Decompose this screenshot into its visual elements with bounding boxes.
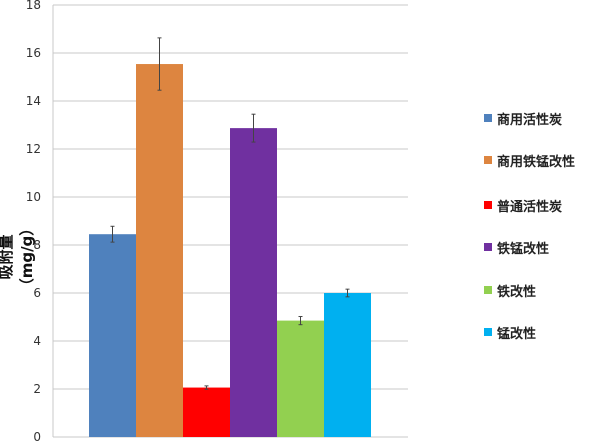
legend-swatch: [484, 156, 492, 164]
legend-label: 商用铁锰改性: [497, 154, 576, 170]
legend-swatch: [484, 286, 492, 294]
legend-item: 普通活性炭: [484, 197, 563, 215]
legend-swatch: [484, 328, 492, 336]
y-tick-label: 14: [26, 94, 41, 108]
y-tick-label: 6: [33, 286, 41, 300]
bar-2: [136, 64, 183, 437]
legend-item: 铁锰改性: [484, 239, 550, 257]
legend-item: 铁改性: [484, 282, 537, 300]
y-tick-label: 0: [33, 430, 41, 442]
bar-4: [230, 128, 277, 437]
y-tick-label: 10: [26, 190, 41, 204]
bar-3: [183, 387, 230, 437]
y-axis-label: 吸附量（mg/g）: [0, 220, 36, 294]
legend-item: 锰改性: [484, 324, 537, 342]
legend-swatch: [484, 201, 492, 209]
y-tick-label: 16: [26, 46, 41, 60]
y-tick-label: 18: [26, 0, 41, 12]
legend-label: 铁改性: [497, 284, 537, 300]
legend-swatch: [484, 243, 492, 251]
legend-label: 锰改性: [497, 326, 537, 342]
bar-5: [277, 320, 324, 437]
legend-label: 商用活性炭: [497, 112, 563, 128]
y-tick-label: 8: [33, 238, 41, 252]
legend-label: 铁锰改性: [497, 241, 550, 257]
legend-swatch: [484, 114, 492, 122]
y-tick-label: 4: [33, 334, 41, 348]
y-tick-label: 2: [33, 382, 41, 396]
y-tick-label: 12: [26, 142, 41, 156]
legend-label: 普通活性炭: [497, 199, 563, 215]
legend-item: 商用铁锰改性: [484, 152, 576, 170]
legend-item: 商用活性炭: [484, 110, 563, 128]
bar-1: [89, 234, 136, 437]
bar-6: [324, 293, 371, 437]
